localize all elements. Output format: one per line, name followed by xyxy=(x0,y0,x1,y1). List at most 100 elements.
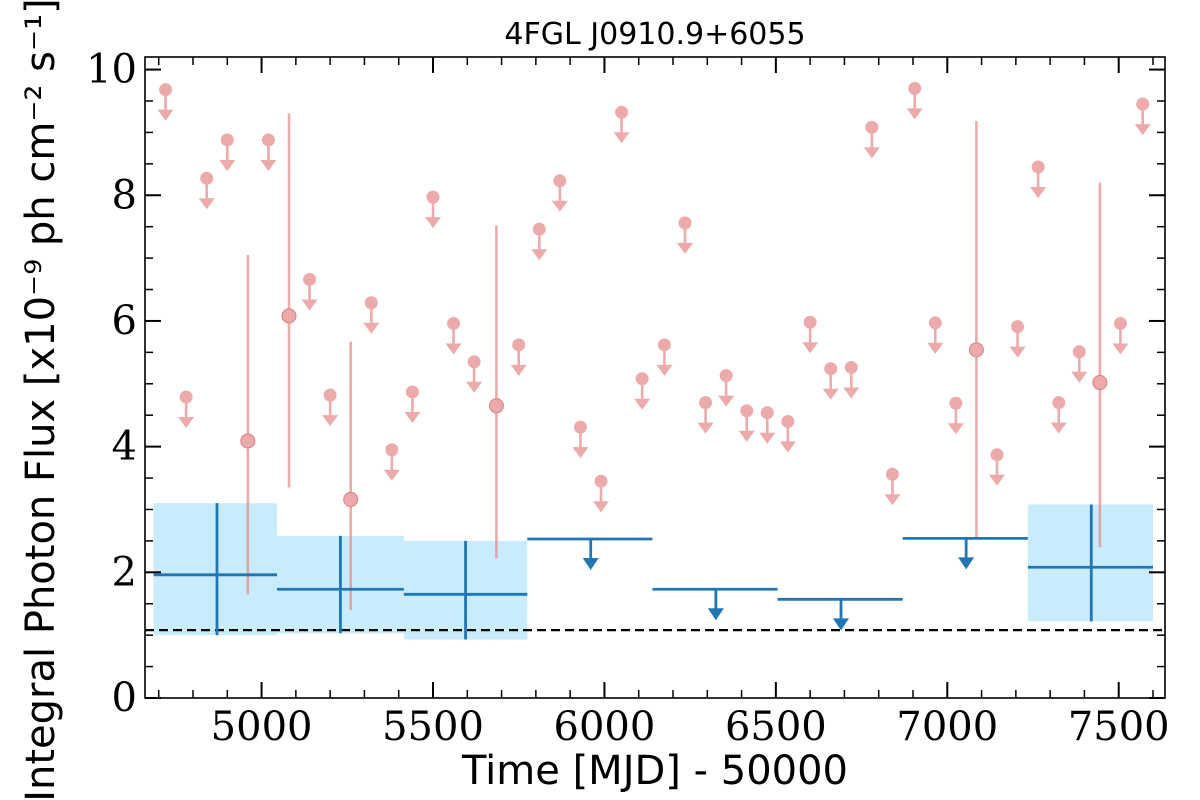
x-tick-label-2: 6000 xyxy=(554,704,656,750)
short-bin-upper-limit-marker-26 xyxy=(699,396,713,410)
x-axis-label: Time [MJD] - 50000 xyxy=(461,748,848,794)
short-bin-upper-limit-arrow-20 xyxy=(572,447,589,459)
short-bin-upper-limit-arrow-12 xyxy=(404,411,421,423)
short-bin-point-39 xyxy=(968,121,984,538)
short-bin-upper-limit-marker-8 xyxy=(323,388,337,402)
short-bin-upper-limit-marker-31 xyxy=(803,315,817,329)
x-tick-label-4: 7000 xyxy=(896,704,998,750)
short-bin-point-4 xyxy=(240,254,256,595)
short-bin-upper-limit-marker-34 xyxy=(865,120,879,134)
short-bin-upper-limit-marker-12 xyxy=(405,385,419,399)
short-bin-upper-limit-arrow-17 xyxy=(510,364,527,376)
short-bin-point-3 xyxy=(219,133,236,171)
short-bin-upper-limit-arrow-10 xyxy=(363,322,380,334)
short-bin-upper-limit-marker-35 xyxy=(885,467,899,481)
short-bin-upper-limit-marker-47 xyxy=(1136,97,1150,111)
y-tick-label-1: 2 xyxy=(112,549,137,595)
short-bin-point-46 xyxy=(1112,316,1129,355)
short-bin-upper-limit-marker-3 xyxy=(220,133,234,147)
short-bin-point-41 xyxy=(1009,320,1026,358)
short-bin-point-8 xyxy=(322,388,339,427)
short-bin-upper-limit-arrow-41 xyxy=(1009,346,1026,358)
short-bin-marker-9 xyxy=(343,491,359,507)
short-bin-upper-limit-arrow-15 xyxy=(466,381,483,393)
short-bin-upper-limit-arrow-40 xyxy=(989,474,1005,486)
long-bin-point-5 xyxy=(777,597,903,631)
short-bin-point-16 xyxy=(488,225,504,559)
y-tick-label-2: 4 xyxy=(112,424,137,470)
short-bin-point-44 xyxy=(1071,345,1088,383)
short-bin-upper-limit-marker-25 xyxy=(678,216,692,230)
short-bin-upper-limit-marker-32 xyxy=(824,362,838,376)
short-bin-point-31 xyxy=(802,315,819,354)
short-bin-upper-limit-arrow-26 xyxy=(697,422,714,434)
short-bin-point-27 xyxy=(718,369,735,407)
long-bin-upper-limit-arrow-6 xyxy=(958,557,975,570)
short-bin-upper-limit-arrow-42 xyxy=(1030,186,1047,198)
short-bin-upper-limit-arrow-36 xyxy=(906,108,923,120)
short-bin-point-7 xyxy=(301,272,318,311)
short-bin-point-33 xyxy=(843,360,860,399)
long-bin-upper-limit-arrow-5 xyxy=(833,618,849,631)
short-bin-marker-45 xyxy=(1092,375,1108,391)
short-bin-upper-limit-marker-40 xyxy=(990,448,1004,462)
long-bin-point-1 xyxy=(277,535,404,634)
short-bin-upper-limit-marker-24 xyxy=(657,338,671,352)
short-bin-point-37 xyxy=(927,316,944,354)
short-bin-upper-limit-arrow-7 xyxy=(301,299,318,311)
short-bin-point-17 xyxy=(510,338,527,376)
short-bin-point-35 xyxy=(884,467,901,506)
chart-title: 4FGL J0910.9+6055 xyxy=(504,17,805,52)
short-bin-upper-limit-arrow-27 xyxy=(718,395,735,407)
short-bin-upper-limit-arrow-37 xyxy=(927,342,944,354)
short-bin-point-15 xyxy=(466,355,483,393)
short-bin-upper-limit-marker-37 xyxy=(928,316,942,330)
short-bin-upper-limit-arrow-34 xyxy=(863,147,880,159)
short-bin-upper-limit-marker-19 xyxy=(553,174,567,188)
y-tick-label-3: 6 xyxy=(112,298,137,344)
short-bin-point-6 xyxy=(281,113,297,488)
short-bin-upper-limit-arrow-29 xyxy=(759,432,776,444)
y-tick-label-4: 8 xyxy=(112,172,137,218)
short-bin-upper-limit-arrow-8 xyxy=(322,415,339,427)
short-bin-upper-limit-arrow-38 xyxy=(947,423,964,435)
short-bin-upper-limit-arrow-24 xyxy=(656,364,673,376)
short-bin-upper-limit-marker-5 xyxy=(261,133,275,147)
x-tick-label-5: 7500 xyxy=(1068,704,1170,750)
long-bin-point-6 xyxy=(902,536,1028,570)
long-bin-point-0 xyxy=(153,503,277,636)
short-bin-upper-limit-arrow-25 xyxy=(677,242,693,254)
short-bin-upper-limit-arrow-30 xyxy=(779,441,796,453)
short-bin-upper-limit-arrow-1 xyxy=(178,416,195,428)
short-bin-point-42 xyxy=(1030,160,1047,198)
short-bin-upper-limit-marker-14 xyxy=(447,316,461,330)
short-bin-point-36 xyxy=(906,81,923,120)
short-bin-upper-limit-arrow-5 xyxy=(260,159,277,171)
x-tick-label-1: 5500 xyxy=(382,704,484,750)
short-bin-point-38 xyxy=(947,396,964,435)
short-bin-point-40 xyxy=(989,448,1005,486)
short-bin-upper-limit-arrow-18 xyxy=(531,249,548,261)
short-bin-point-10 xyxy=(363,296,380,334)
x-tick-label-3: 6500 xyxy=(725,704,827,750)
short-bin-upper-limit-marker-33 xyxy=(844,360,858,374)
short-bin-upper-limit-marker-41 xyxy=(1011,320,1025,334)
short-bin-point-18 xyxy=(531,222,548,261)
short-bin-upper-limit-arrow-44 xyxy=(1071,371,1088,383)
short-bin-upper-limit-marker-46 xyxy=(1113,316,1127,330)
long-bin-upper-limit-arrow-3 xyxy=(582,558,599,571)
short-bin-upper-limit-arrow-43 xyxy=(1050,422,1067,434)
short-bin-upper-limit-arrow-14 xyxy=(445,343,462,355)
short-bin-upper-limit-marker-21 xyxy=(594,474,608,488)
short-bin-point-43 xyxy=(1050,396,1067,434)
short-bin-upper-limit-arrow-3 xyxy=(219,159,236,171)
short-bin-upper-limit-arrow-47 xyxy=(1134,124,1151,136)
short-bin-upper-limit-marker-10 xyxy=(364,296,378,310)
short-bin-upper-limit-arrow-31 xyxy=(802,342,819,354)
short-bin-point-14 xyxy=(445,316,462,355)
short-bin-upper-limit-marker-27 xyxy=(719,369,733,383)
short-bin-upper-limit-marker-7 xyxy=(303,272,317,286)
short-bin-upper-limit-arrow-22 xyxy=(613,132,630,144)
short-bin-upper-limit-arrow-32 xyxy=(822,388,839,400)
long-bin-upper-limit-arrow-4 xyxy=(707,608,724,621)
